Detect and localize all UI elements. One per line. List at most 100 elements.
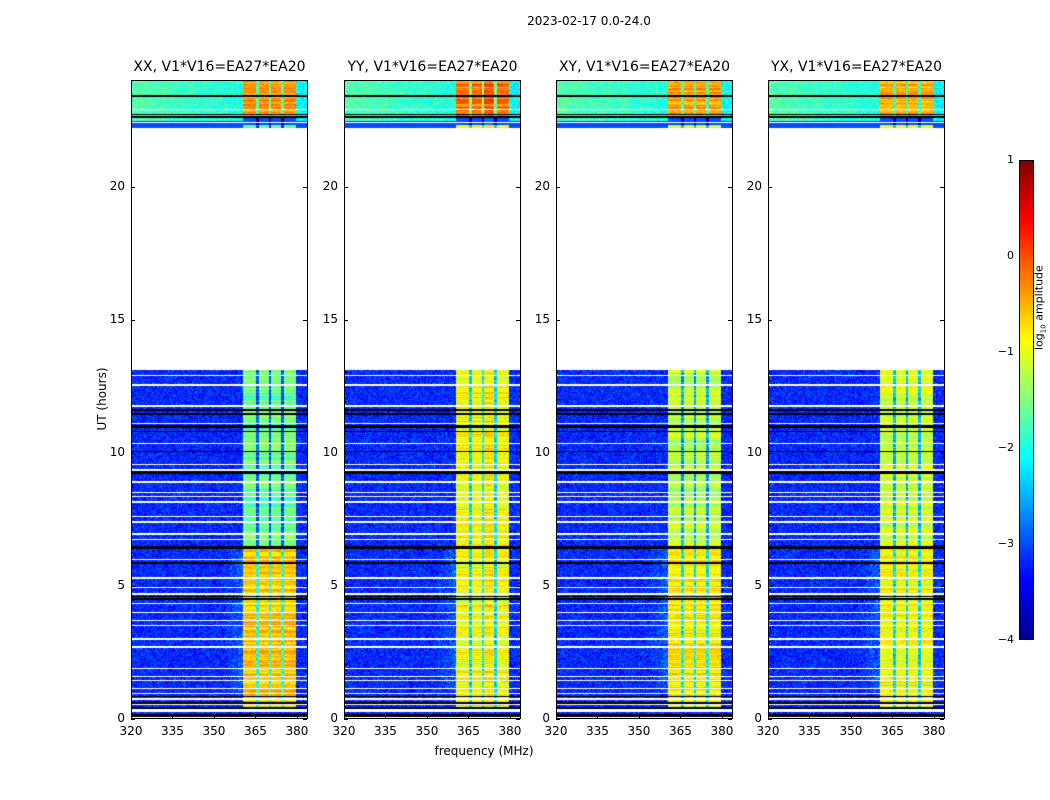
x-tick-mark <box>638 714 640 718</box>
y-tick-mark <box>303 452 307 454</box>
x-tick-label: 380 <box>285 724 309 738</box>
y-tick-mark <box>768 585 772 587</box>
y-tick-mark <box>344 186 348 188</box>
waterfall-panel-1 <box>131 80 308 719</box>
panel-title: XX, V1*V16=EA27*EA20 <box>133 59 306 75</box>
y-tick-mark <box>344 452 348 454</box>
y-tick-mark <box>516 719 520 720</box>
y-tick-label: 15 <box>746 311 762 326</box>
x-tick-label: 335 <box>798 724 821 738</box>
y-tick-mark <box>728 452 732 454</box>
x-tick-label: 335 <box>586 724 609 738</box>
y-tick-mark <box>940 585 944 587</box>
x-tick-label: 350 <box>415 724 439 738</box>
x-tick-mark <box>213 714 215 718</box>
colorbar-tick-label: −4 <box>997 633 1014 646</box>
y-tick-mark <box>728 719 732 720</box>
x-tick-mark <box>509 714 511 718</box>
y-tick-mark <box>344 585 348 587</box>
y-tick-label: 20 <box>746 178 762 193</box>
y-tick-mark <box>940 452 944 454</box>
y-tick-label: 5 <box>330 577 338 592</box>
y-tick-mark <box>768 319 772 321</box>
x-tick-mark <box>721 714 723 718</box>
x-tick-mark <box>172 714 174 718</box>
y-tick-mark <box>344 719 348 720</box>
y-tick-label: 20 <box>109 178 125 193</box>
panel-title: YY, V1*V16=EA27*EA20 <box>347 59 518 75</box>
waterfall-panel-4 <box>768 80 945 719</box>
x-tick-mark <box>556 714 557 718</box>
y-tick-label: 15 <box>109 311 125 326</box>
y-tick-mark <box>303 186 307 188</box>
x-tick-label: 380 <box>498 724 522 738</box>
waterfall-panel-2 <box>344 80 521 719</box>
x-tick-label: 365 <box>457 724 480 738</box>
y-tick-mark <box>556 319 560 321</box>
x-tick-mark <box>255 714 257 718</box>
x-tick-label: 365 <box>881 724 904 738</box>
y-tick-mark <box>556 452 560 454</box>
y-tick-label: 20 <box>534 178 550 193</box>
x-tick-label: 380 <box>710 724 734 738</box>
x-tick-mark <box>850 714 852 718</box>
x-tick-label: 350 <box>839 724 863 738</box>
y-tick-mark <box>940 186 944 188</box>
x-tick-label: 335 <box>161 724 184 738</box>
y-tick-mark <box>344 319 348 321</box>
y-tick-mark <box>131 452 135 454</box>
y-tick-label: 20 <box>322 178 338 193</box>
colorbar-tick-label: −3 <box>997 537 1014 550</box>
x-tick-label: 320 <box>544 724 568 738</box>
figure-title: 2023-02-17 0.0-24.0 <box>527 14 651 28</box>
y-tick-mark <box>768 719 772 720</box>
x-tick-mark <box>468 714 470 718</box>
x-tick-mark <box>385 714 387 718</box>
y-tick-label: 10 <box>109 444 125 459</box>
y-tick-mark <box>516 186 520 188</box>
y-tick-label: 5 <box>117 577 125 592</box>
y-axis-label: UT (hours) <box>95 367 109 431</box>
x-tick-mark <box>933 714 935 718</box>
x-tick-label: 320 <box>756 724 780 738</box>
colorbar-label: log10 amplitude <box>1032 265 1048 350</box>
y-tick-mark <box>131 186 135 188</box>
x-tick-mark <box>597 714 599 718</box>
panel-title: XY, V1*V16=EA27*EA20 <box>558 59 731 75</box>
y-tick-mark <box>303 319 307 321</box>
x-tick-mark <box>131 714 132 718</box>
y-tick-label: 0 <box>117 711 125 725</box>
y-tick-mark <box>303 585 307 587</box>
y-tick-mark <box>768 186 772 188</box>
x-tick-mark <box>680 714 682 718</box>
colorbar-tick-label: 0 <box>1007 249 1014 262</box>
x-tick-mark <box>892 714 894 718</box>
y-tick-label: 0 <box>754 711 762 725</box>
x-tick-label: 350 <box>627 724 651 738</box>
colorbar-tick-label: −1 <box>997 345 1014 358</box>
heatmap-image <box>556 80 733 719</box>
y-tick-label: 10 <box>534 444 550 459</box>
y-tick-label: 15 <box>322 311 338 326</box>
heatmap-image <box>131 80 308 719</box>
x-tick-label: 350 <box>202 724 226 738</box>
x-tick-mark <box>426 714 428 718</box>
y-tick-mark <box>303 719 307 720</box>
y-tick-label: 10 <box>746 444 762 459</box>
x-tick-mark <box>344 714 345 718</box>
x-tick-label: 320 <box>119 724 143 738</box>
x-tick-label: 320 <box>332 724 356 738</box>
panel-title: YX, V1*V16=EA27*EA20 <box>770 59 943 75</box>
y-tick-label: 0 <box>330 711 338 725</box>
waterfall-panel-3 <box>556 80 733 719</box>
y-tick-mark <box>516 319 520 321</box>
x-tick-mark <box>296 714 298 718</box>
y-tick-label: 0 <box>542 711 550 725</box>
y-tick-mark <box>131 585 135 587</box>
y-tick-label: 10 <box>322 444 338 459</box>
x-tick-label: 335 <box>374 724 397 738</box>
x-axis-label: frequency (MHz) <box>434 744 534 758</box>
y-tick-label: 5 <box>754 577 762 592</box>
y-tick-mark <box>516 452 520 454</box>
